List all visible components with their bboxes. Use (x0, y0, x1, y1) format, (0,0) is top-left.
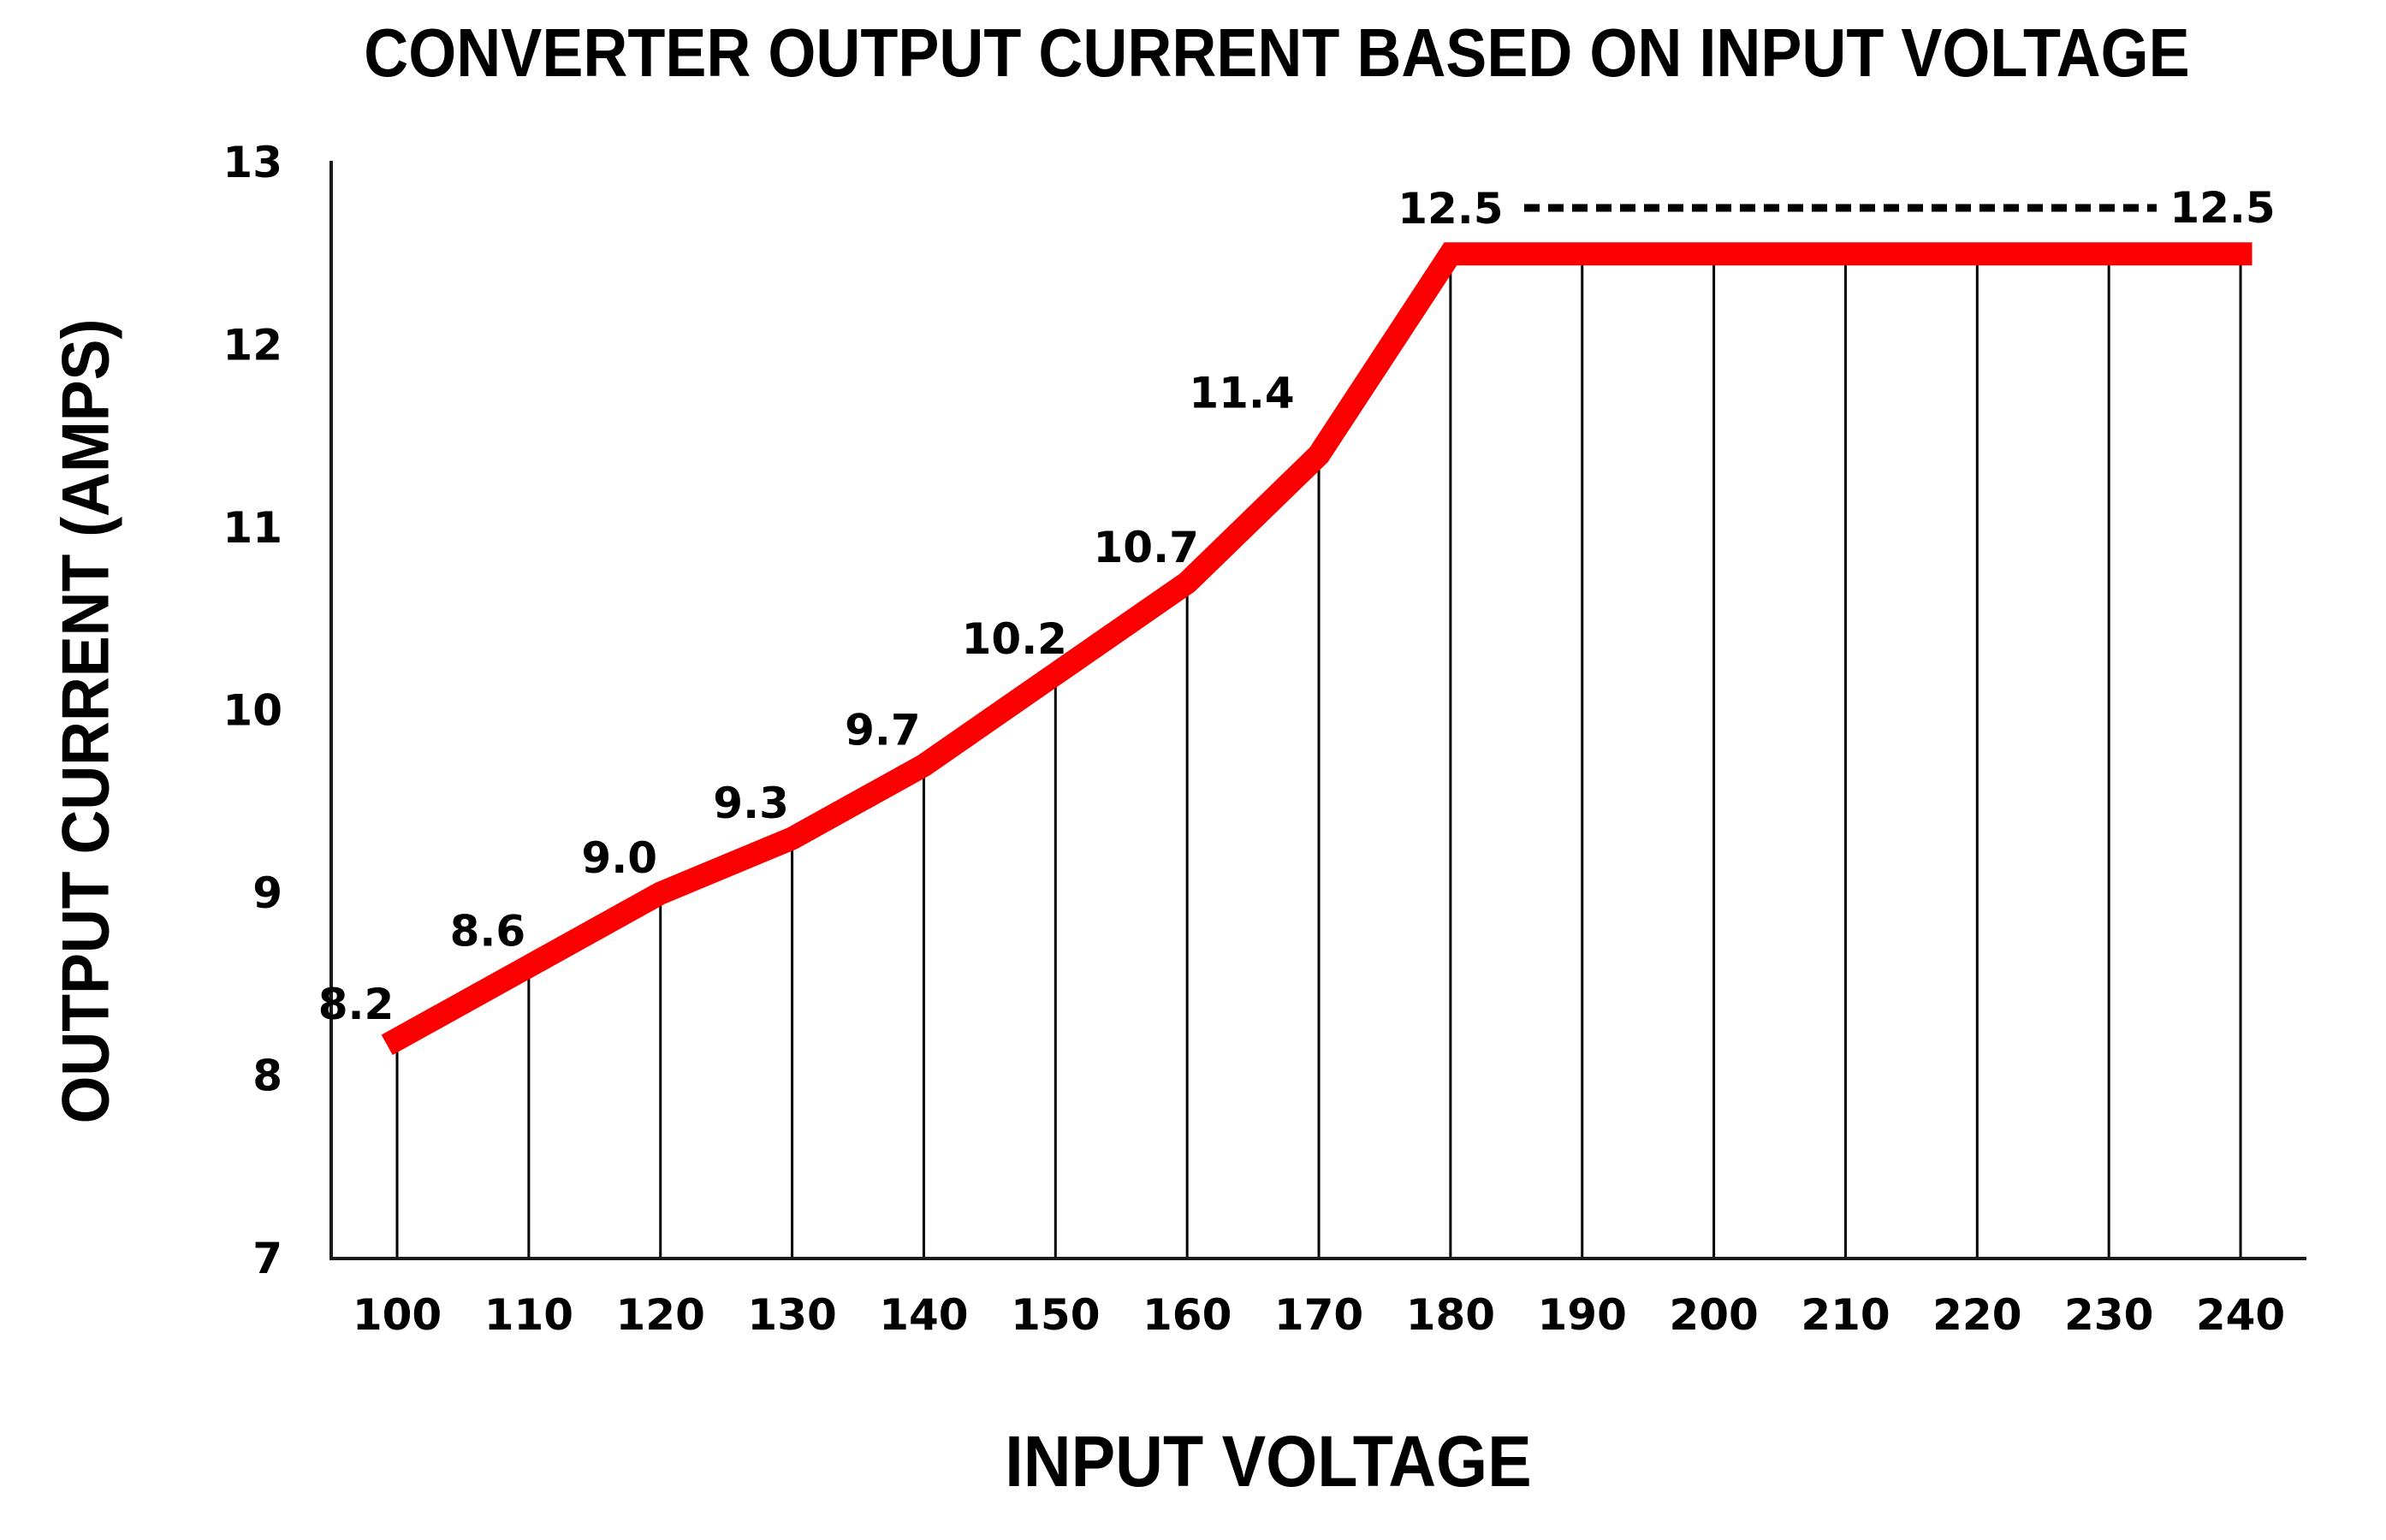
annotation-value-label: 12.5 (2169, 183, 2275, 233)
y-tick-label: 13 (223, 138, 282, 187)
data-point-label: 8.2 (318, 980, 395, 1029)
y-tick-label: 8 (252, 1051, 282, 1101)
x-tick-label: 230 (2064, 1290, 2153, 1340)
x-tick-label: 150 (1011, 1290, 1100, 1340)
x-tick-label: 240 (2196, 1290, 2285, 1340)
x-tick-label: 200 (1669, 1290, 1758, 1340)
x-tick-label: 220 (1932, 1290, 2021, 1340)
y-tick-label: 12 (223, 321, 282, 370)
y-tick-label: 10 (223, 686, 282, 736)
x-tick-label: 140 (879, 1290, 968, 1340)
data-point-label: 11.4 (1189, 369, 1294, 418)
chart-title: CONVERTER OUTPUT CURRENT BASED ON INPUT … (364, 15, 2190, 91)
x-tick-label: 180 (1406, 1290, 1495, 1340)
data-point-label: 9.3 (713, 779, 789, 828)
data-point-label: 9.7 (845, 706, 921, 755)
x-tick-label: 160 (1143, 1290, 1232, 1340)
y-tick-label: 11 (223, 503, 282, 553)
y-tick-label: 7 (252, 1234, 282, 1283)
series-line (381, 242, 2252, 1056)
x-tick-label: 130 (747, 1290, 836, 1340)
x-tick-label: 110 (484, 1290, 573, 1340)
x-tick-label: 190 (1538, 1290, 1627, 1340)
data-point-label: 10.7 (1094, 523, 1199, 572)
x-tick-label: 120 (616, 1290, 705, 1340)
x-tick-label: 210 (1801, 1290, 1890, 1340)
data-point-label: 12.5 (1398, 184, 1503, 234)
y-tick-label: 9 (252, 868, 282, 918)
data-point-label: 10.2 (962, 614, 1067, 664)
x-tick-label: 170 (1274, 1290, 1363, 1340)
data-point-label: 9.0 (581, 833, 657, 883)
data-point-label: 8.6 (450, 906, 526, 956)
x-tick-label: 100 (353, 1290, 442, 1340)
x-axis-title: INPUT VOLTAGE (1005, 1421, 1532, 1502)
